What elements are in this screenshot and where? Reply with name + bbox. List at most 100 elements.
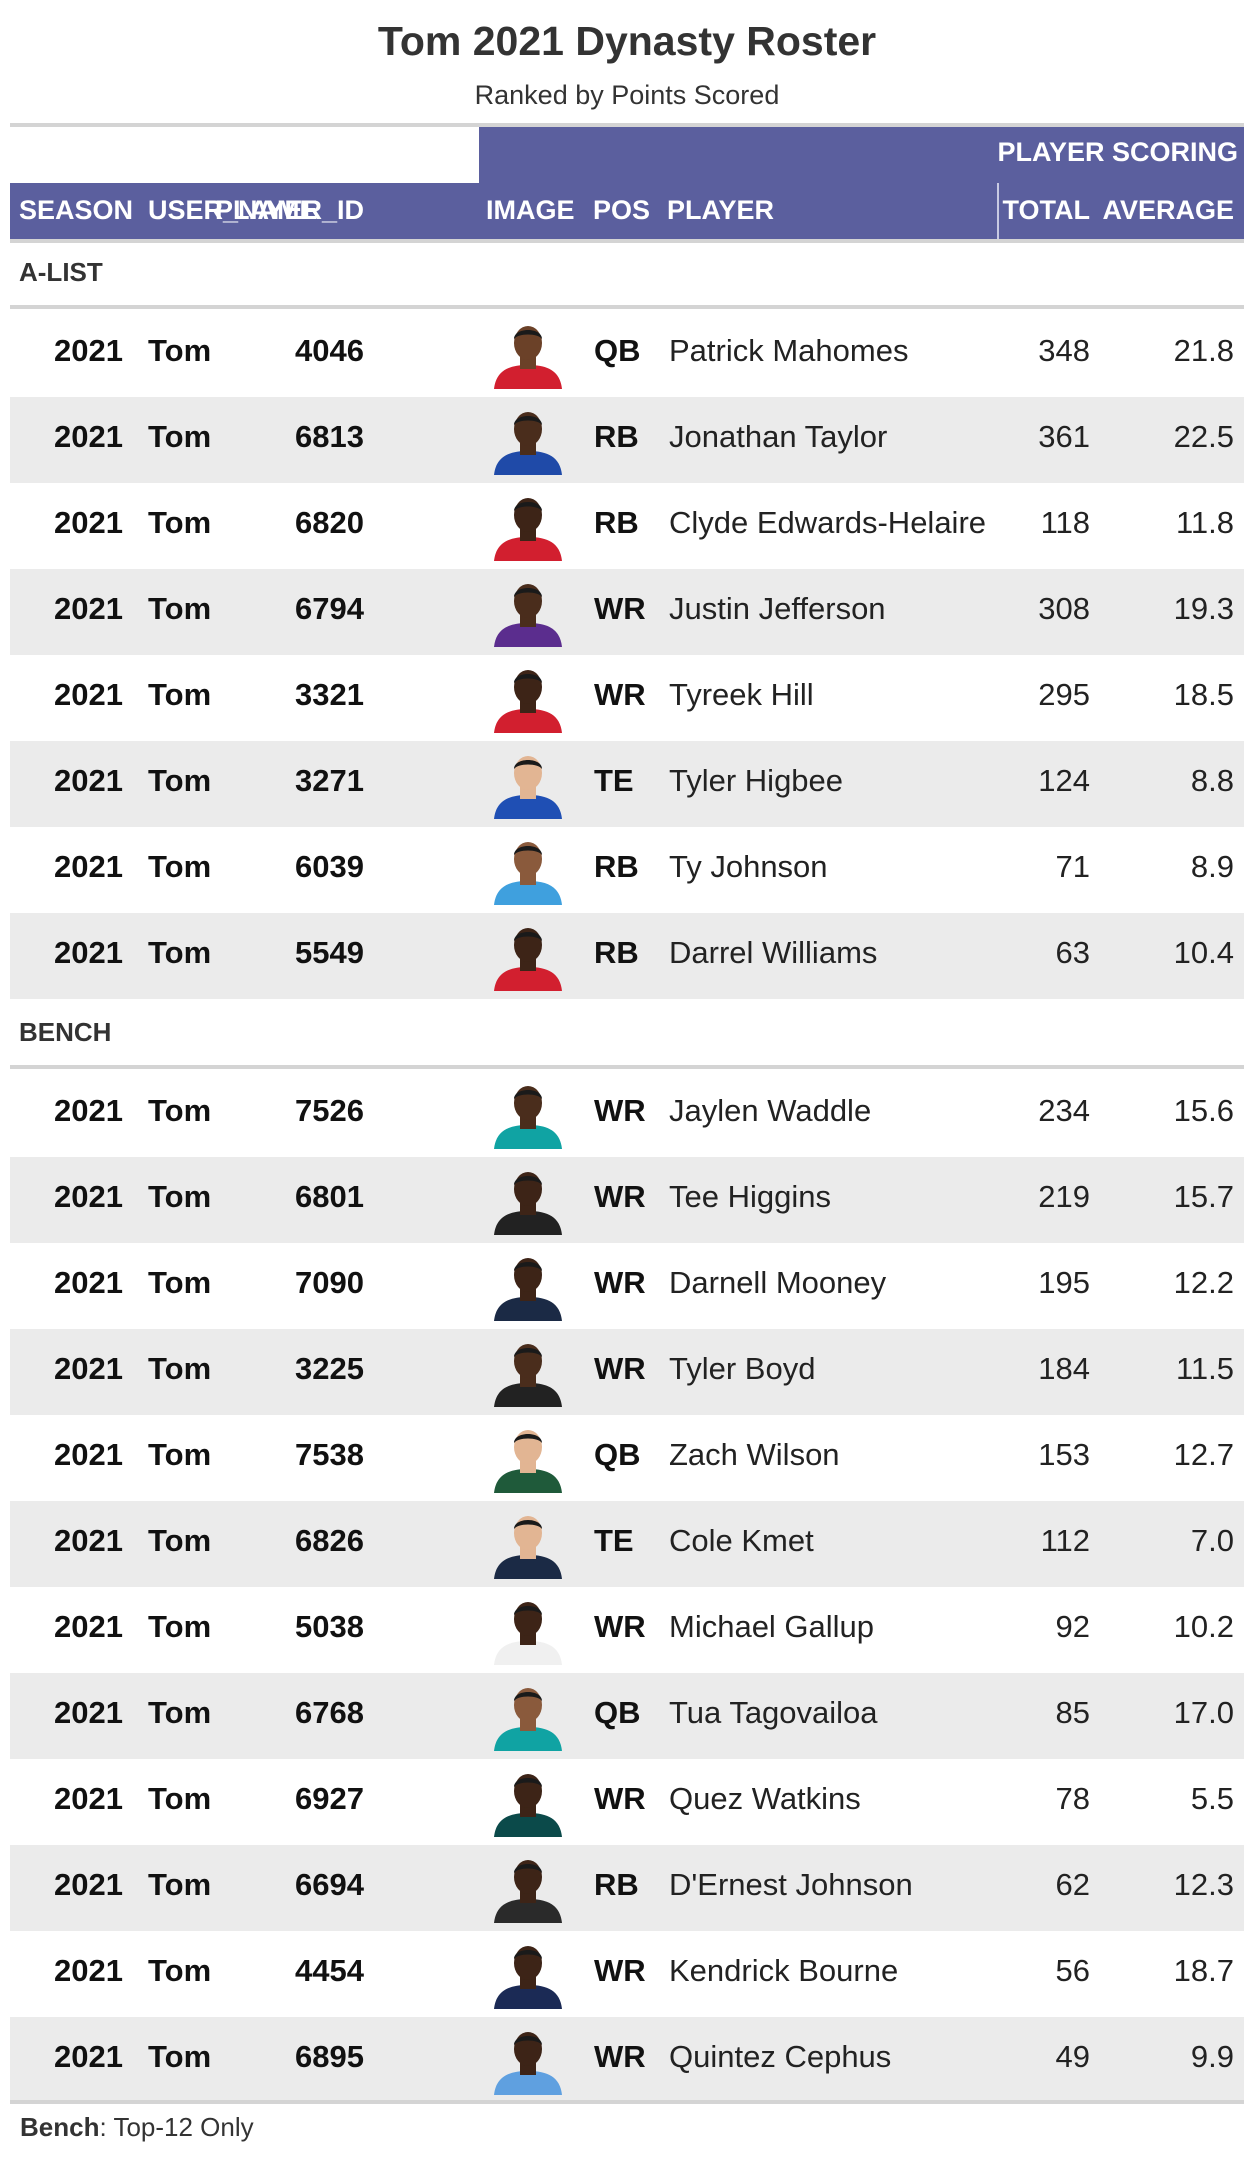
season-cell: 2021 bbox=[54, 849, 123, 884]
average-cell: 12.3 bbox=[1173, 1867, 1234, 1902]
season-cell: 2021 bbox=[54, 763, 123, 798]
total-cell: 92 bbox=[1055, 1609, 1090, 1644]
player-id-cell: 6826 bbox=[295, 1523, 364, 1558]
table-row: 2021 Tom 5038 WR Michael Gallup 92 10.2 bbox=[10, 1587, 1244, 1673]
player-name-cell: Cole Kmet bbox=[669, 1523, 814, 1558]
user-name-cell: Tom bbox=[148, 935, 212, 970]
average-cell: 21.8 bbox=[1173, 333, 1234, 368]
season-cell: 2021 bbox=[54, 591, 123, 626]
player-headshot bbox=[494, 326, 562, 389]
total-cell: 234 bbox=[1038, 1093, 1090, 1128]
season-cell: 2021 bbox=[54, 1093, 123, 1128]
total-cell: 85 bbox=[1055, 1695, 1090, 1730]
table-row: 2021 Tom 6768 QB Tua Tagovailoa 85 17.0 bbox=[10, 1673, 1244, 1759]
table-row: 2021 Tom 7526 WR Jaylen Waddle 234 15.6 bbox=[10, 1071, 1244, 1157]
total-cell: 153 bbox=[1038, 1437, 1090, 1472]
total-cell: 78 bbox=[1055, 1781, 1090, 1816]
average-cell: 10.4 bbox=[1173, 935, 1234, 970]
col-user-name: USER_NAME bbox=[148, 195, 318, 225]
player-name-cell: Michael Gallup bbox=[669, 1609, 875, 1644]
average-cell: 22.5 bbox=[1173, 419, 1234, 454]
player-name-cell: Justin Jefferson bbox=[669, 591, 886, 626]
table-row: 2021 Tom 3225 WR Tyler Boyd 184 11.5 bbox=[10, 1329, 1244, 1415]
col-average: AVERAGE bbox=[1102, 195, 1234, 225]
player-id-cell: 6039 bbox=[295, 849, 364, 884]
average-cell: 17.0 bbox=[1173, 1695, 1234, 1730]
col-season: SEASON bbox=[19, 195, 134, 225]
pos-cell: WR bbox=[594, 677, 646, 712]
pos-cell: WR bbox=[594, 1093, 646, 1128]
top-rule bbox=[10, 123, 1244, 127]
group-label: BENCH bbox=[19, 1017, 112, 1047]
player-headshot bbox=[494, 1946, 562, 2009]
col-pos: POS bbox=[593, 195, 651, 225]
player-id-cell: 3321 bbox=[295, 677, 364, 712]
total-cell: 219 bbox=[1038, 1179, 1090, 1214]
pos-cell: TE bbox=[594, 763, 634, 798]
user-name-cell: Tom bbox=[148, 333, 212, 368]
total-cell: 295 bbox=[1038, 677, 1090, 712]
pos-cell: QB bbox=[594, 1437, 641, 1472]
table-row: 2021 Tom 6694 RB D'Ernest Johnson 62 12.3 bbox=[10, 1845, 1244, 1931]
user-name-cell: Tom bbox=[148, 1351, 212, 1386]
total-cell: 118 bbox=[1040, 505, 1090, 540]
footnote-text: : Top-12 Only bbox=[99, 2112, 254, 2142]
player-headshot bbox=[494, 1172, 562, 1235]
player-headshot bbox=[494, 1344, 562, 1407]
average-cell: 15.6 bbox=[1173, 1093, 1234, 1128]
average-cell: 11.8 bbox=[1175, 505, 1234, 540]
user-name-cell: Tom bbox=[148, 591, 212, 626]
player-name-cell: Clyde Edwards-Helaire bbox=[669, 505, 987, 540]
pos-cell: WR bbox=[594, 1781, 646, 1816]
player-name-cell: Zach Wilson bbox=[669, 1437, 840, 1472]
average-cell: 8.9 bbox=[1190, 849, 1234, 884]
total-cell: 195 bbox=[1038, 1265, 1090, 1300]
total-cell: 124 bbox=[1038, 763, 1090, 798]
player-headshot bbox=[494, 498, 562, 561]
player-scoring-spanner: PLAYER SCORING bbox=[479, 127, 1244, 183]
player-name-cell: Patrick Mahomes bbox=[669, 333, 909, 368]
season-cell: 2021 bbox=[54, 935, 123, 970]
average-cell: 9.9 bbox=[1190, 2039, 1234, 2074]
player-headshot bbox=[494, 1258, 562, 1321]
season-cell: 2021 bbox=[54, 1781, 123, 1816]
total-cell: 49 bbox=[1055, 2039, 1090, 2074]
player-name-cell: Kendrick Bourne bbox=[669, 1953, 899, 1988]
table-row: 2021 Tom 3321 WR Tyreek Hill 295 18.5 bbox=[10, 655, 1244, 741]
player-id-cell: 7526 bbox=[295, 1093, 364, 1128]
player-headshot bbox=[494, 2032, 562, 2095]
player-id-cell: 6794 bbox=[295, 591, 364, 626]
player-id-cell: 4046 bbox=[295, 333, 364, 368]
col-player: PLAYER bbox=[667, 195, 775, 225]
season-cell: 2021 bbox=[54, 333, 123, 368]
player-headshot bbox=[494, 670, 562, 733]
user-name-cell: Tom bbox=[148, 1437, 212, 1472]
player-id-cell: 3271 bbox=[295, 763, 364, 798]
user-name-cell: Tom bbox=[148, 849, 212, 884]
player-name-cell: Quintez Cephus bbox=[669, 2039, 892, 2074]
group-header: BENCH bbox=[10, 999, 1244, 1069]
player-id-cell: 6927 bbox=[295, 1781, 364, 1816]
pos-cell: WR bbox=[594, 1179, 646, 1214]
table-row: 2021 Tom 4454 WR Kendrick Bourne 56 18.7 bbox=[10, 1931, 1244, 2017]
player-id-cell: 5038 bbox=[295, 1609, 364, 1644]
player-name-cell: Tyler Higbee bbox=[669, 763, 844, 798]
player-name-cell: Jonathan Taylor bbox=[669, 419, 888, 454]
average-cell: 5.5 bbox=[1190, 1781, 1234, 1816]
average-cell: 18.7 bbox=[1173, 1953, 1234, 1988]
total-cell: 112 bbox=[1040, 1523, 1090, 1558]
player-name-cell: Jaylen Waddle bbox=[669, 1093, 872, 1128]
pos-cell: WR bbox=[594, 1351, 646, 1386]
average-cell: 18.5 bbox=[1173, 677, 1234, 712]
player-id-cell: 6801 bbox=[295, 1179, 364, 1214]
player-id-cell: 7538 bbox=[295, 1437, 364, 1472]
player-name-cell: D'Ernest Johnson bbox=[669, 1867, 913, 1902]
table-row: 2021 Tom 6895 WR Quintez Cephus 49 9.9 bbox=[10, 2017, 1244, 2103]
group-label: A-LIST bbox=[19, 257, 103, 287]
pos-cell: RB bbox=[594, 505, 639, 540]
table-row: 2021 Tom 7538 QB Zach Wilson 153 12.7 bbox=[10, 1415, 1244, 1501]
player-name-cell: Tua Tagovailoa bbox=[669, 1695, 878, 1730]
average-cell: 12.7 bbox=[1173, 1437, 1234, 1472]
user-name-cell: Tom bbox=[148, 763, 212, 798]
